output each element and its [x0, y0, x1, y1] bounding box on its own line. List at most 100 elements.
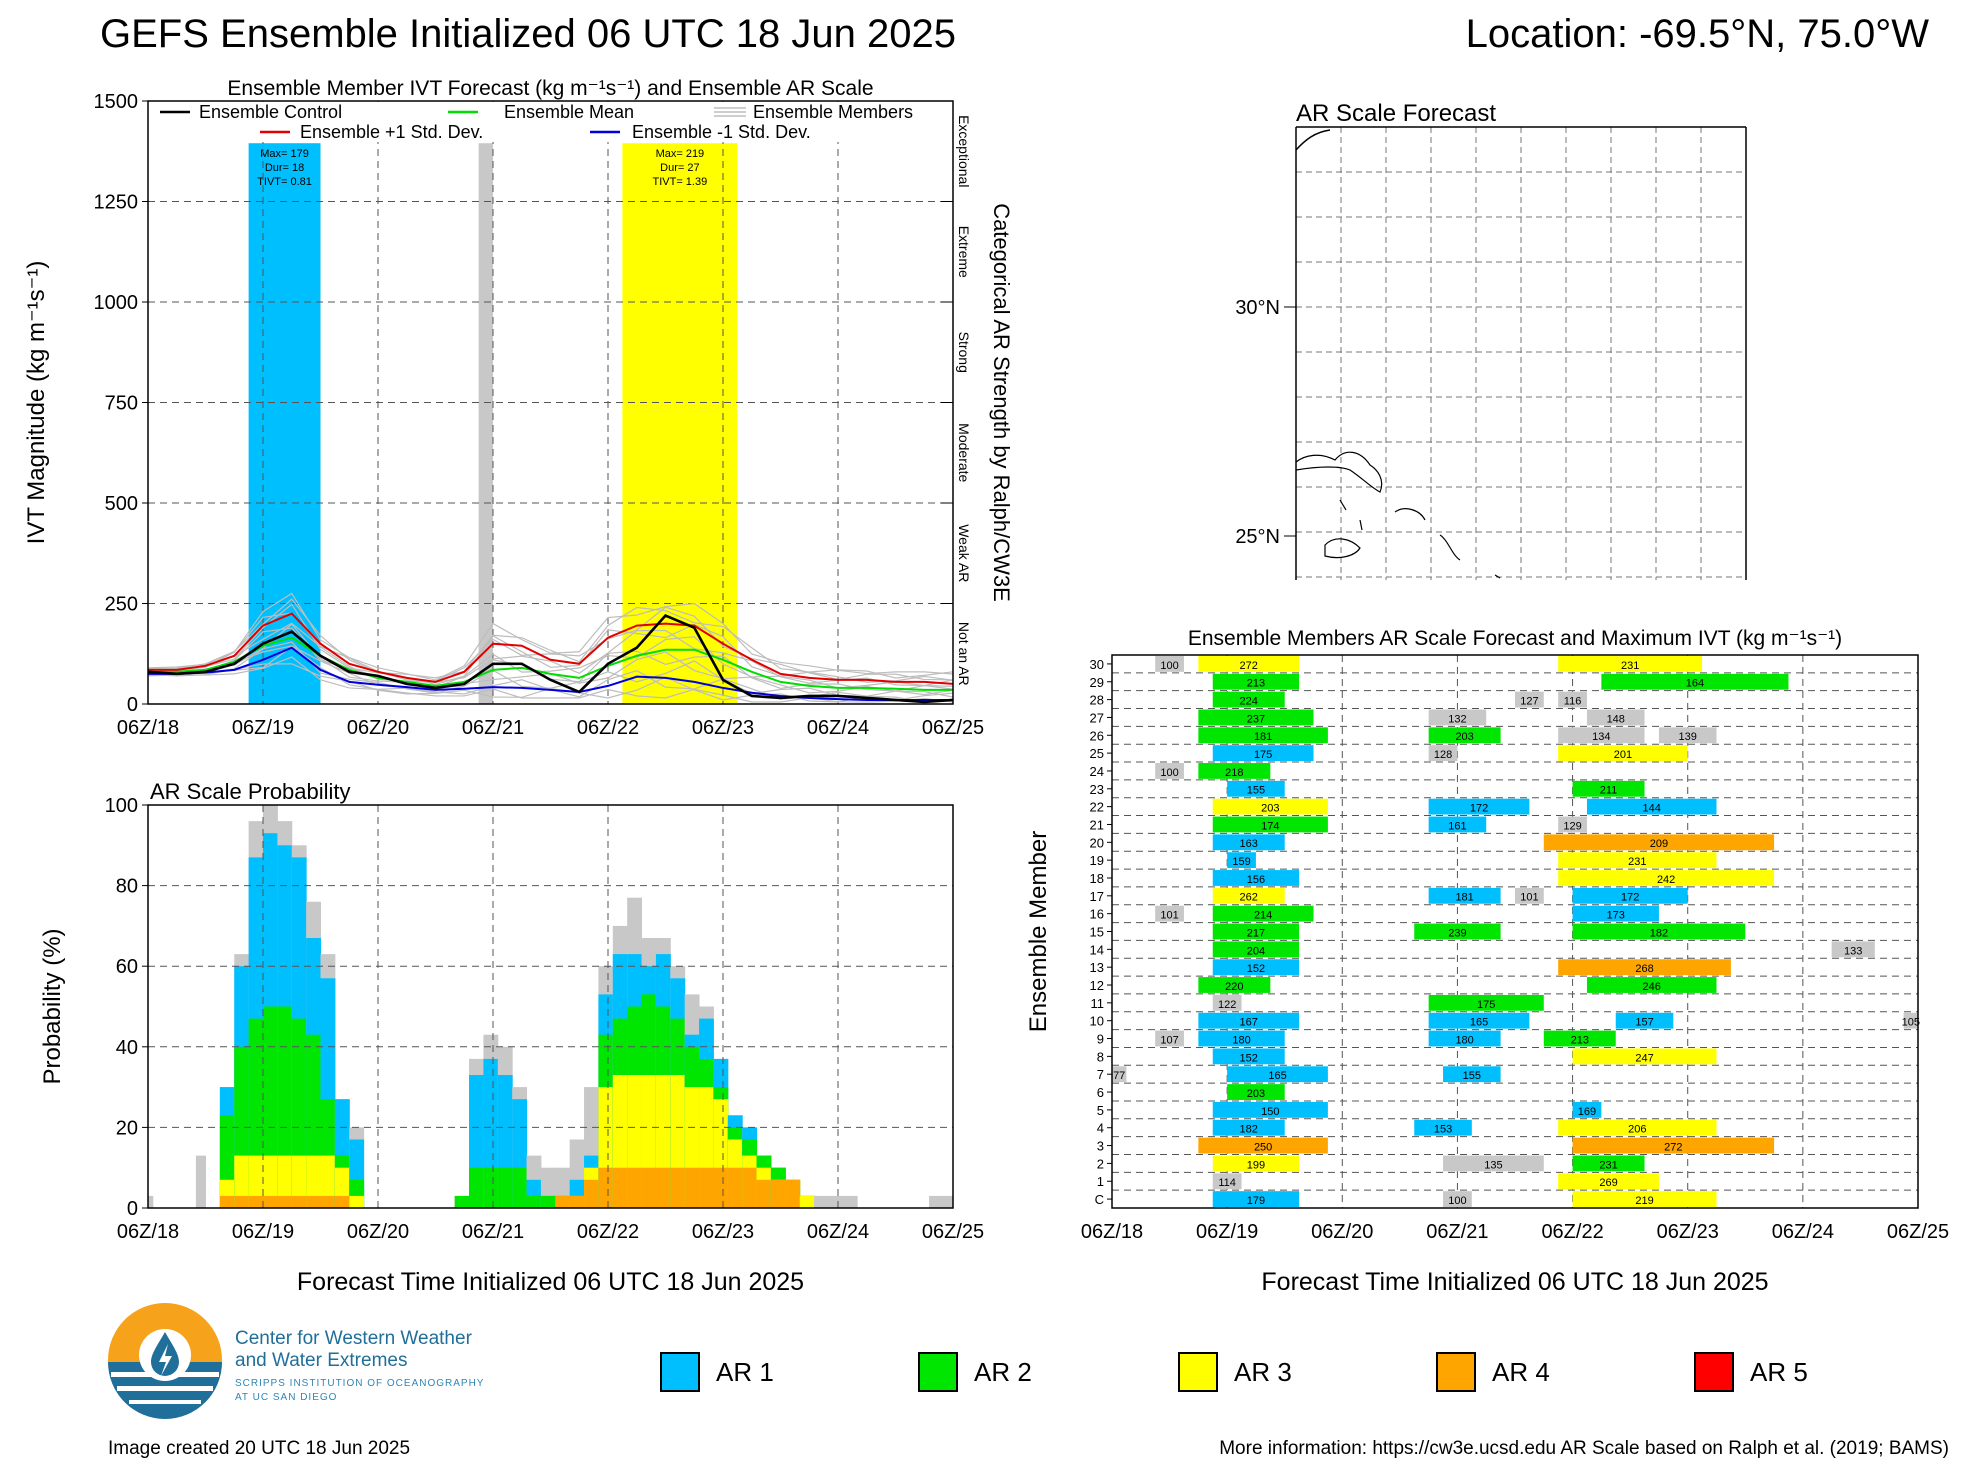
- legend-mean-label: Ensemble Mean: [504, 102, 634, 122]
- member-bar-36: [1831, 941, 1875, 958]
- member-bar-12: [1558, 1119, 1717, 1136]
- probability-ytick-label-2: 40: [116, 1037, 138, 1059]
- members-xtick-label-0: 06Z/18: [1081, 1221, 1143, 1243]
- map-coastline-north: [1295, 129, 1331, 151]
- member-bar-value-41: 214: [1254, 910, 1272, 922]
- probability-frame: [147, 804, 954, 1209]
- member-bar-52: [1543, 834, 1775, 851]
- member-bar-19: [1212, 1048, 1285, 1065]
- member-bar-value-0: 179: [1247, 1195, 1265, 1207]
- member-bar-49: [1227, 852, 1256, 869]
- ivt-event-label-0-2: TIVT= 0.81: [257, 176, 312, 188]
- probability-bar-ar2-16: [512, 1167, 528, 1208]
- member-bar-value-40: 101: [1160, 910, 1178, 922]
- member-bar-value-73: 224: [1240, 696, 1258, 708]
- ivt-event-label-0-0: Max= 179: [260, 148, 309, 160]
- member-bar-value-36: 133: [1844, 945, 1862, 957]
- ar4-swatch: [1436, 1352, 1476, 1392]
- probability-bar-ar3-11: [349, 1195, 365, 1208]
- ivt-category-label-3: Strong: [956, 332, 972, 373]
- probability-bar-ar4-2: [219, 1195, 235, 1208]
- members-ytick-label-9: 9: [1097, 1032, 1104, 1047]
- member-bar-value-78: 100: [1160, 660, 1178, 672]
- member-bar-78: [1155, 656, 1184, 672]
- probability-bar-ar3-4: [248, 1155, 264, 1208]
- member-bar-56: [1212, 798, 1328, 815]
- member-bar-45: [1515, 887, 1544, 904]
- member-bar-value-39: 182: [1650, 927, 1668, 939]
- member-bar-value-47: 156: [1247, 874, 1265, 886]
- member-bar-value-60: 211: [1600, 785, 1618, 797]
- members-chart-title: Ensemble Members AR Scale Forecast and M…: [1188, 627, 1842, 650]
- probability-ytick-label-4: 80: [116, 876, 138, 898]
- probability-bar-ar4-5: [263, 1195, 278, 1208]
- member-bar-26: [1428, 1012, 1530, 1029]
- member-bar-75: [1558, 691, 1587, 708]
- legend-control-label: Ensemble Control: [199, 102, 342, 122]
- probability-bar-ar2-12: [454, 1195, 470, 1208]
- members-xtick-label-1: 06Z/19: [1196, 1221, 1258, 1243]
- location-title: Location: -69.5°N, 75.0°W: [1465, 12, 1929, 56]
- members-ytick-label-16: 16: [1090, 907, 1104, 922]
- member-bar-47: [1212, 870, 1300, 886]
- probability-xtick-label-7: 06Z/25: [922, 1221, 984, 1243]
- members-xlabel: Forecast Time Initialized 06 UTC 18 Jun …: [1261, 1268, 1768, 1296]
- ivt-panel: Ensemble Member IVT Forecast (kg m⁻¹s⁻¹)…: [23, 77, 1014, 739]
- member-bar-38: [1414, 923, 1501, 940]
- legend-members-label: Ensemble Members: [753, 102, 913, 122]
- ar4-label: AR 4: [1492, 1356, 1550, 1387]
- ivt-xtick-label-0: 06Z/18: [117, 717, 179, 739]
- map-islands-2: [1339, 499, 1501, 579]
- ivt-category-label-5: Exceptional: [956, 115, 972, 187]
- member-bar-14: [1572, 1101, 1602, 1118]
- probability-bar-ar4-32: [742, 1167, 758, 1208]
- members-ytick-label-3: 3: [1097, 1139, 1104, 1154]
- member-bar-value-22: 180: [1232, 1034, 1250, 1046]
- member-bar-value-28: 105: [1902, 1017, 1920, 1029]
- cw3e-logo-mark: [108, 1303, 222, 1419]
- more-info-link[interactable]: More information: https://cw3e.ucsd.edu …: [1219, 1438, 1949, 1459]
- member-bar-value-71: 132: [1448, 713, 1466, 725]
- member-bar-value-80: 231: [1621, 660, 1639, 672]
- members-xtick-label-6: 06Z/24: [1772, 1221, 1834, 1243]
- member-bar-37: [1212, 923, 1300, 940]
- member-bar-value-29: 122: [1218, 999, 1236, 1011]
- member-bar-value-1: 100: [1448, 1195, 1466, 1207]
- probability-bar-ar4-10: [334, 1195, 350, 1208]
- member-bar-74: [1515, 691, 1544, 708]
- member-bar-value-50: 231: [1628, 856, 1646, 868]
- member-bar-value-74: 127: [1520, 696, 1538, 708]
- probability-bar-ar4-27: [670, 1167, 686, 1208]
- probability-bar-ar3-6: [277, 1155, 293, 1208]
- member-bar-value-43: 262: [1240, 892, 1258, 904]
- member-bar-58: [1586, 798, 1717, 815]
- member-bar-value-75: 116: [1564, 696, 1582, 708]
- member-bar-59: [1227, 780, 1285, 797]
- ivt-member-line-7: [147, 622, 954, 687]
- member-bar-value-13: 150: [1261, 1106, 1279, 1118]
- member-bar-value-45: 101: [1520, 892, 1538, 904]
- member-bar-value-24: 213: [1571, 1034, 1589, 1046]
- logo-line-1: Center for Western Weather: [235, 1328, 472, 1349]
- members-ytick-label-18: 18: [1090, 871, 1104, 886]
- member-bar-22: [1198, 1030, 1285, 1047]
- member-bar-value-58: 144: [1643, 803, 1661, 815]
- ivt-event-bar-2: [622, 143, 738, 704]
- members-ytick-label-1: 1: [1097, 1174, 1104, 1189]
- member-bar-69: [1658, 727, 1717, 744]
- member-bar-18: [1443, 1066, 1501, 1083]
- probability-bar-ar4-21: [584, 1179, 599, 1208]
- member-bar-55: [1558, 816, 1587, 833]
- probability-xtick-label-0: 06Z/18: [117, 1221, 179, 1243]
- member-bar-77: [1601, 673, 1789, 690]
- member-bar-value-48: 242: [1657, 874, 1675, 886]
- member-bar-value-30: 175: [1477, 999, 1495, 1011]
- probability-bar-ar4-4: [248, 1195, 264, 1208]
- members-ytick-label-11: 11: [1091, 996, 1105, 1011]
- member-bar-value-12: 206: [1628, 1124, 1646, 1136]
- probability-xtick-label-5: 06Z/23: [692, 1221, 754, 1243]
- probability-bar-ar4-22: [598, 1167, 614, 1208]
- probability-bar-ar4-6: [277, 1195, 293, 1208]
- probability-bar-ar2-17: [526, 1195, 542, 1208]
- ivt-category-label-1: Weak AR: [956, 524, 972, 582]
